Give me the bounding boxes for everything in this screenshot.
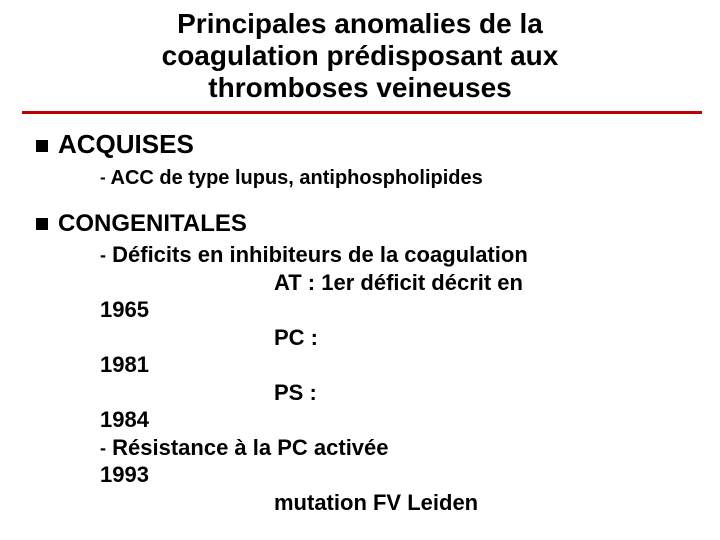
mutation-text: mutation FV Leiden <box>274 490 478 515</box>
mutation-line: mutation FV Leiden <box>274 489 700 517</box>
title-line-2: coagulation prédisposant aux <box>162 40 559 71</box>
heading-text: CONGENITALES <box>58 210 247 237</box>
deficit-text: Déficits en inhibiteurs de la coagulatio… <box>112 242 528 267</box>
slide: Principales anomalies de la coagulation … <box>0 0 720 540</box>
bullet-square-icon <box>36 218 48 230</box>
pc-text: PC : <box>274 325 318 350</box>
dash-icon: - <box>100 167 106 188</box>
slide-title: Principales anomalies de la coagulation … <box>0 0 720 111</box>
ps-year: 1984 <box>100 406 700 434</box>
slide-body: ACQUISES - ACC de type lupus, antiphosph… <box>0 128 720 517</box>
title-line-1: Principales anomalies de la <box>177 8 543 39</box>
ps-line: PS : <box>274 379 700 407</box>
deficit-line: - Déficits en inhibiteurs de la coagulat… <box>100 241 700 269</box>
resistance-year: 1993 <box>100 461 700 489</box>
pc-line: PC : <box>274 324 700 352</box>
at-line: AT : 1er déficit décrit en <box>274 269 700 297</box>
horizontal-rule <box>22 111 702 114</box>
dash-icon: - <box>100 244 106 267</box>
at-text: AT : 1er déficit décrit en <box>274 270 523 295</box>
acquises-item: - ACC de type lupus, antiphospholipides <box>100 166 700 191</box>
at-year: 1965 <box>100 296 700 324</box>
bullet-square-icon <box>36 140 48 152</box>
ps-text: PS : <box>274 380 317 405</box>
section-heading-acquises: ACQUISES <box>36 128 700 161</box>
resistance-text: Résistance à la PC activée <box>112 435 388 460</box>
title-line-3: thromboses veineuses <box>208 72 511 103</box>
heading-text: ACQUISES <box>58 129 194 159</box>
pc-year: 1981 <box>100 351 700 379</box>
acquises-item-text: ACC de type lupus, antiphospholipides <box>111 167 483 189</box>
section-heading-congenitales: CONGENITALES <box>36 209 700 239</box>
resistance-line: - Résistance à la PC activée <box>100 434 700 462</box>
dash-icon: - <box>100 437 106 460</box>
